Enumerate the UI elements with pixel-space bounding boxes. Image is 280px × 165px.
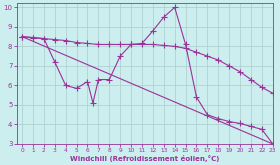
X-axis label: Windchill (Refroidissement éolien,°C): Windchill (Refroidissement éolien,°C) — [70, 155, 220, 162]
